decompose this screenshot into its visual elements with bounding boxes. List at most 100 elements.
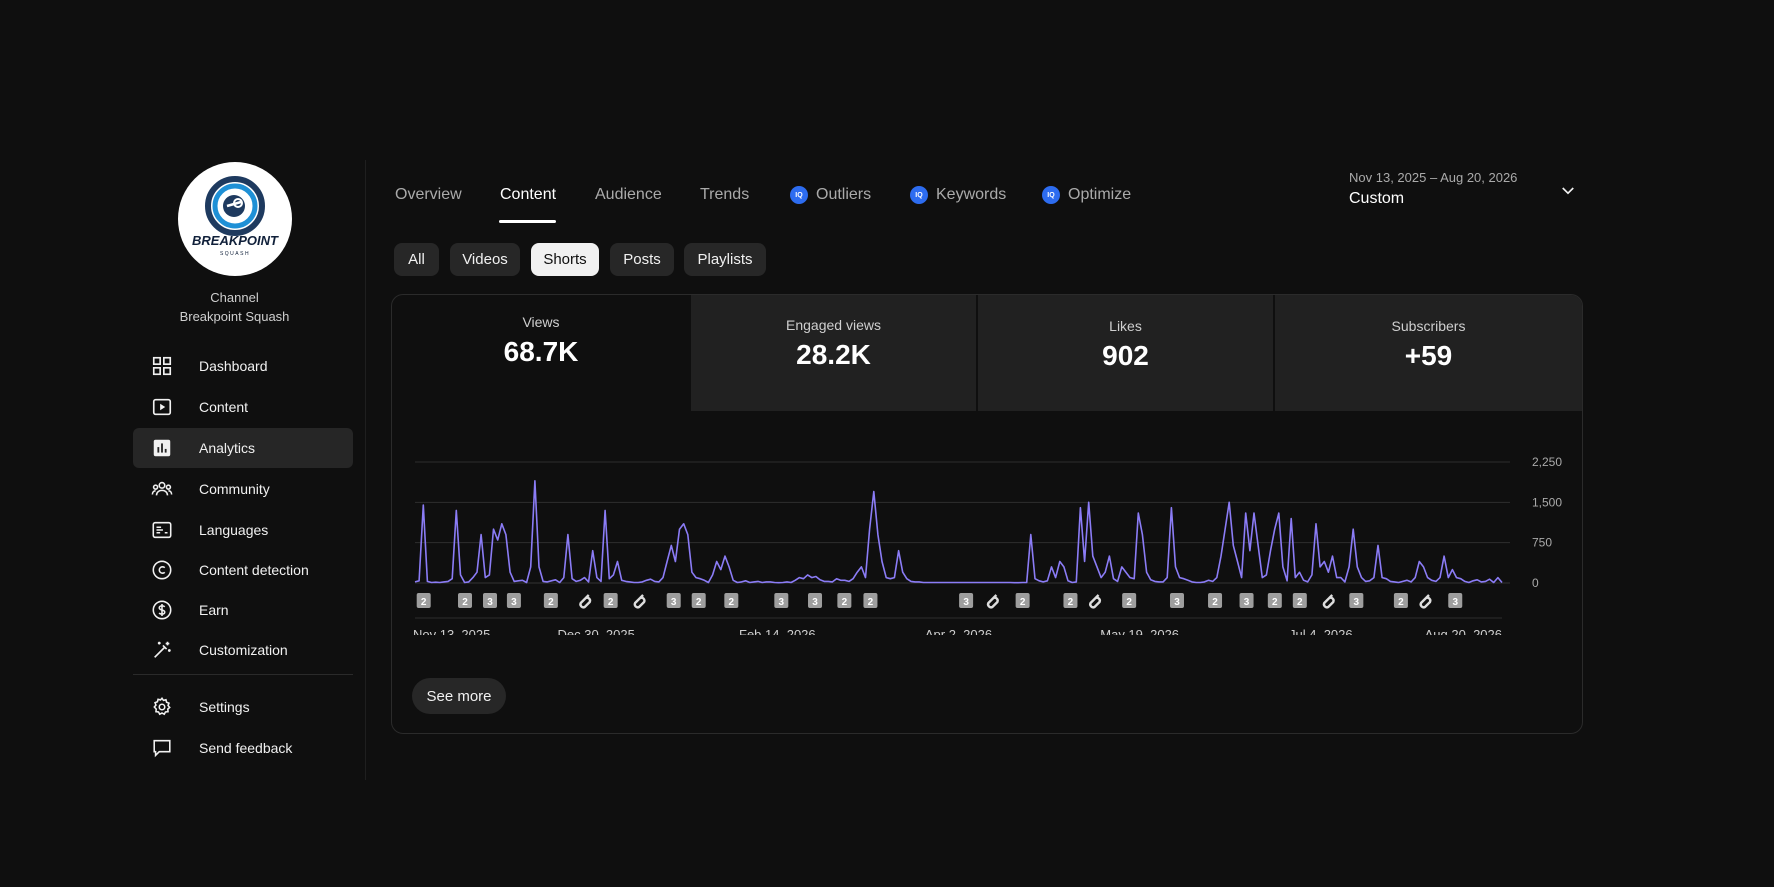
video-count-marker[interactable]: 2 [416,593,431,608]
x-tick-label: Dec 30, 2025 [557,627,634,635]
sidebar-item-label: Send feedback [199,740,293,756]
filter-videos[interactable]: Videos [450,243,520,276]
sidebar-item-dashboard[interactable]: Dashboard [133,346,353,386]
views-series-line [414,480,1503,584]
x-tick-label: Nov 13, 2025 [413,627,490,635]
video-count-marker[interactable]: 2 [1208,593,1223,608]
date-range-selector[interactable]: Nov 13, 2025 – Aug 20, 2026 Custom [1349,170,1517,208]
x-tick-label: Feb 14, 2026 [739,627,816,635]
video-count-marker[interactable]: 2 [1393,593,1408,608]
customization-icon [151,639,173,661]
x-tick-label: Aug 20, 2026 [1425,627,1502,635]
svg-text:3: 3 [1244,597,1250,608]
filter-shorts[interactable]: Shorts [531,243,599,276]
tab-audience[interactable]: Audience [595,186,662,204]
video-count-marker[interactable]: 2 [691,593,706,608]
video-count-marker[interactable]: 2 [724,593,739,608]
video-count-marker[interactable]: 2 [1063,593,1078,608]
video-count-marker[interactable]: 2 [458,593,473,608]
link-marker-icon[interactable] [579,594,592,609]
video-count-marker[interactable]: 2 [837,593,852,608]
filter-playlists[interactable]: Playlists [684,243,766,276]
metric-subscribers[interactable]: Subscribers +59 [1275,295,1582,411]
link-marker-icon[interactable] [1322,594,1335,609]
metric-label: Views [522,314,560,330]
video-count-marker[interactable]: 3 [506,593,521,608]
sidebar-item-label: Content detection [199,562,309,578]
tab-trends[interactable]: Trends [700,186,749,204]
link-marker-icon[interactable] [1089,594,1102,609]
svg-text:2: 2 [1068,597,1074,608]
views-chart: 2,250 1,500 750 0 2 2 3 3 2 2 3 2 2 3 3 2 2 3 2 2 2 3 2 3 2 2 3 2 3 N… [413,455,1562,635]
video-count-marker[interactable]: 3 [1169,593,1184,608]
x-tick-label: Apr 2, 2026 [925,627,992,635]
svg-text:2: 2 [842,597,848,608]
svg-text:2: 2 [1272,597,1278,608]
metric-value: 902 [1102,340,1149,371]
tab-overview[interactable]: Overview [395,186,462,204]
metric-views[interactable]: Views 68.7K [392,295,690,430]
dashboard-icon [151,355,173,377]
video-count-marker[interactable]: 2 [1015,593,1030,608]
sidebar-item-label: Dashboard [199,358,268,374]
sidebar-item-customization[interactable]: Customization [133,630,353,670]
video-count-marker[interactable]: 2 [1122,593,1137,608]
sidebar-item-community[interactable]: Community [133,469,353,509]
channel-name: Breakpoint Squash [179,309,290,324]
sidebar-item-send-feedback[interactable]: Send feedback [133,728,353,768]
video-count-marker[interactable]: 2 [863,593,878,608]
filter-posts[interactable]: Posts [610,243,674,276]
tab-optimize[interactable]: IQ Optimize [1042,186,1131,204]
chip-label: All [408,251,425,268]
tab-keywords[interactable]: IQ Keywords [910,186,1006,204]
video-count-marker[interactable]: 3 [1448,593,1463,608]
video-count-marker[interactable]: 3 [808,593,823,608]
sidebar-item-settings[interactable]: Settings [133,687,353,727]
video-count-marker[interactable]: 3 [774,593,789,608]
video-count-marker[interactable]: 3 [666,593,681,608]
video-count-marker[interactable]: 3 [959,593,974,608]
video-count-marker[interactable]: 2 [603,593,618,608]
analytics-icon [151,437,173,459]
svg-text:2: 2 [462,597,468,608]
see-more-button[interactable]: See more [412,678,506,714]
svg-text:SQUASH: SQUASH [220,251,250,257]
metric-likes[interactable]: Likes 902 [978,295,1273,411]
metric-engaged-views[interactable]: Engaged views 28.2K [691,295,976,411]
video-count-marker[interactable]: 3 [1349,593,1364,608]
sidebar-item-analytics[interactable]: Analytics [133,428,353,468]
filter-all[interactable]: All [394,243,439,276]
sidebar-item-content-detection[interactable]: Content detection [133,550,353,590]
y-tick-label: 2,250 [1532,455,1562,469]
link-marker-icon[interactable] [986,594,999,609]
active-tab-indicator [499,220,556,223]
video-count-marker[interactable]: 2 [543,593,558,608]
sidebar-item-earn[interactable]: Earn [133,590,353,630]
svg-text:2: 2 [1212,597,1218,608]
video-count-marker[interactable]: 2 [1292,593,1307,608]
tab-content[interactable]: Content [500,186,556,204]
iq-badge-icon: IQ [1042,186,1060,204]
iq-badge-icon: IQ [910,186,928,204]
sidebar-item-languages[interactable]: Languages [133,510,353,550]
gear-icon [151,696,173,718]
link-marker-icon[interactable] [1419,594,1432,609]
svg-text:3: 3 [511,597,517,608]
see-more-label: See more [426,687,492,705]
svg-text:2: 2 [421,597,427,608]
chevron-down-icon[interactable] [1559,182,1577,200]
tab-label: Keywords [936,186,1007,203]
sidebar-item-label: Content [199,399,249,415]
y-tick-label: 0 [1532,576,1539,590]
tab-label: Overview [395,186,462,203]
tab-label: Trends [700,186,750,203]
link-marker-icon[interactable] [633,594,646,609]
video-count-marker[interactable]: 3 [483,593,498,608]
sidebar-item-content[interactable]: Content [133,387,353,427]
channel-avatar[interactable]: BREAKPOINT SQUASH [178,162,292,276]
video-count-marker[interactable]: 2 [1267,593,1282,608]
channel-logo: BREAKPOINT SQUASH [192,176,279,257]
video-count-marker[interactable]: 3 [1239,593,1254,608]
tab-outliers[interactable]: IQ Outliers [790,186,871,204]
sidebar-item-label: Settings [199,699,250,715]
